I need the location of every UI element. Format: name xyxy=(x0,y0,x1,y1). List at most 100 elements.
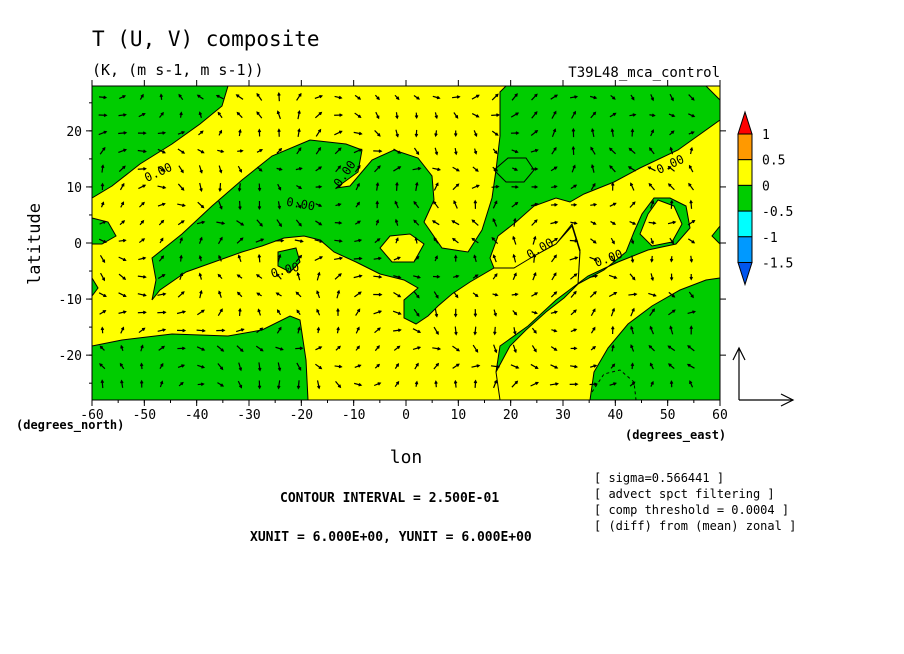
wind-vector xyxy=(137,167,147,171)
wind-vector xyxy=(335,184,342,190)
wind-vector-head xyxy=(200,130,204,134)
wind-vector-head xyxy=(357,364,362,368)
wind-vector xyxy=(255,238,265,243)
wind-vector-head xyxy=(611,240,615,245)
wind-vector xyxy=(687,219,696,226)
wind-vector xyxy=(589,382,598,386)
wind-vector-shaft xyxy=(118,256,126,261)
wind-vector xyxy=(452,363,460,369)
wind-vector-head xyxy=(317,385,321,390)
wind-vector xyxy=(433,274,441,279)
wind-vector-head xyxy=(338,364,343,369)
wind-vector-shaft xyxy=(335,381,341,388)
wind-vector-head xyxy=(238,384,243,389)
wind-vector-head xyxy=(218,290,222,295)
wind-vector-head xyxy=(473,254,477,259)
wind-vector xyxy=(118,310,127,314)
wind-vector xyxy=(158,255,165,262)
wind-vector xyxy=(177,346,186,351)
wind-vector-head xyxy=(492,218,496,222)
wind-vector-head xyxy=(633,292,638,297)
wind-vector-head xyxy=(455,274,460,279)
wind-vector-head xyxy=(318,166,323,170)
wind-vector xyxy=(199,289,203,299)
wind-vector xyxy=(531,292,539,297)
wind-vector xyxy=(569,95,579,99)
wind-vector-head xyxy=(160,237,164,242)
wind-vector-head xyxy=(534,202,539,207)
wind-vector-head xyxy=(159,380,164,385)
wind-vector-head xyxy=(395,237,399,241)
wind-vector xyxy=(118,131,128,135)
wind-vector-head xyxy=(181,131,186,135)
wind-vector-head xyxy=(593,202,598,207)
wind-vector xyxy=(179,236,183,244)
wind-vector-head xyxy=(238,367,243,372)
wind-vector xyxy=(355,201,360,208)
wind-vector-head xyxy=(632,113,637,117)
wind-vector-head xyxy=(493,379,498,384)
wind-vector xyxy=(669,273,674,281)
wind-vector-shaft xyxy=(530,130,538,136)
wind-vector xyxy=(315,128,322,137)
wind-vector-head xyxy=(277,128,281,133)
wind-vector-head xyxy=(451,220,455,224)
wind-vector xyxy=(650,380,654,387)
wind-vector-head xyxy=(298,147,302,151)
wind-vector xyxy=(689,146,694,155)
wind-vector-shaft xyxy=(296,93,302,101)
wind-vector xyxy=(355,326,360,334)
wind-vector-shaft xyxy=(276,219,282,227)
x-tick-label: -30 xyxy=(237,408,260,423)
wind-vector-head xyxy=(456,363,460,367)
wind-vector xyxy=(277,91,281,102)
wind-vector-head xyxy=(297,109,301,114)
wind-vector xyxy=(334,113,344,117)
x-tick-label: 50 xyxy=(660,408,676,423)
wind-vector-shaft xyxy=(551,129,556,138)
wind-vector xyxy=(550,203,558,207)
wind-vector-head xyxy=(590,128,595,132)
wind-vector-head xyxy=(142,310,147,315)
wind-vector xyxy=(432,346,442,351)
wind-vector xyxy=(196,220,206,225)
wind-vector xyxy=(295,346,304,351)
wind-vector xyxy=(492,148,498,155)
wind-vector xyxy=(590,146,596,155)
wind-vector-head xyxy=(394,200,398,205)
wind-vector-shaft xyxy=(256,93,263,101)
wind-vector xyxy=(257,380,262,390)
wind-vector xyxy=(100,379,105,389)
wind-vector-head xyxy=(691,97,695,101)
wind-vector xyxy=(434,130,438,138)
wind-vector xyxy=(275,346,284,351)
wind-vector xyxy=(687,238,696,244)
wind-vector xyxy=(630,128,635,137)
wind-vector-head xyxy=(532,253,537,258)
wind-vector-head xyxy=(161,274,166,278)
wind-vector-head xyxy=(474,349,479,353)
wind-vector-head xyxy=(180,169,184,174)
wind-vector-head xyxy=(573,346,578,351)
wind-vector xyxy=(217,236,223,245)
wind-vector-head xyxy=(630,128,635,133)
wind-vector-head xyxy=(687,345,691,349)
note-line: [ (diff) from (mean) zonal ] xyxy=(594,519,796,533)
wind-vector xyxy=(531,345,537,353)
wind-vector-head xyxy=(453,313,458,318)
colorbar-bin xyxy=(737,236,753,264)
wind-vector xyxy=(314,239,324,243)
wind-vector-head xyxy=(650,129,655,133)
wind-vector-head xyxy=(276,110,281,115)
x-tick-label: 30 xyxy=(555,408,571,423)
wind-vector xyxy=(138,184,147,190)
wind-vector-head xyxy=(473,379,478,384)
wind-vector xyxy=(393,166,402,172)
wind-vector-head xyxy=(178,93,182,98)
wind-vector xyxy=(393,328,402,332)
wind-vector-shaft xyxy=(99,255,106,263)
wind-vector-head xyxy=(630,325,634,330)
wind-vector xyxy=(176,310,187,315)
wind-vector-head xyxy=(337,345,341,350)
wind-vector-head xyxy=(339,256,344,261)
